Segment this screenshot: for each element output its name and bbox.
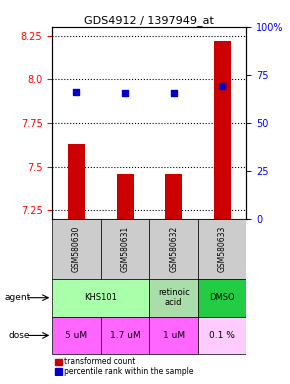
Text: KHS101: KHS101 <box>84 293 117 302</box>
FancyBboxPatch shape <box>198 279 246 316</box>
Text: dose: dose <box>9 331 30 340</box>
FancyBboxPatch shape <box>52 219 101 279</box>
Text: GSM580632: GSM580632 <box>169 226 178 272</box>
Bar <box>214 41 231 219</box>
FancyBboxPatch shape <box>149 316 198 354</box>
Text: percentile rank within the sample: percentile rank within the sample <box>64 367 194 376</box>
FancyBboxPatch shape <box>198 219 246 279</box>
Bar <box>68 144 85 219</box>
FancyBboxPatch shape <box>149 279 198 316</box>
Text: transformed count: transformed count <box>64 357 136 366</box>
Bar <box>117 174 134 219</box>
FancyBboxPatch shape <box>149 219 198 279</box>
FancyBboxPatch shape <box>101 316 149 354</box>
Bar <box>165 174 182 219</box>
Bar <box>55 369 62 375</box>
Point <box>220 83 224 89</box>
Bar <box>55 359 62 365</box>
Text: 1 uM: 1 uM <box>163 331 185 340</box>
Text: 0.1 %: 0.1 % <box>209 331 235 340</box>
Title: GDS4912 / 1397949_at: GDS4912 / 1397949_at <box>84 15 214 26</box>
FancyBboxPatch shape <box>52 279 149 316</box>
Point <box>171 90 176 96</box>
Text: GSM580633: GSM580633 <box>218 226 227 272</box>
FancyBboxPatch shape <box>52 316 101 354</box>
FancyBboxPatch shape <box>198 316 246 354</box>
Text: retinoic
acid: retinoic acid <box>158 288 189 308</box>
Text: GSM580631: GSM580631 <box>121 226 130 272</box>
Text: agent: agent <box>4 293 30 302</box>
Text: 5 uM: 5 uM <box>66 331 88 340</box>
Text: GSM580630: GSM580630 <box>72 226 81 272</box>
Text: DMSO: DMSO <box>209 293 235 302</box>
FancyBboxPatch shape <box>101 219 149 279</box>
Point <box>74 88 79 94</box>
Point <box>123 90 127 96</box>
Text: 1.7 uM: 1.7 uM <box>110 331 140 340</box>
